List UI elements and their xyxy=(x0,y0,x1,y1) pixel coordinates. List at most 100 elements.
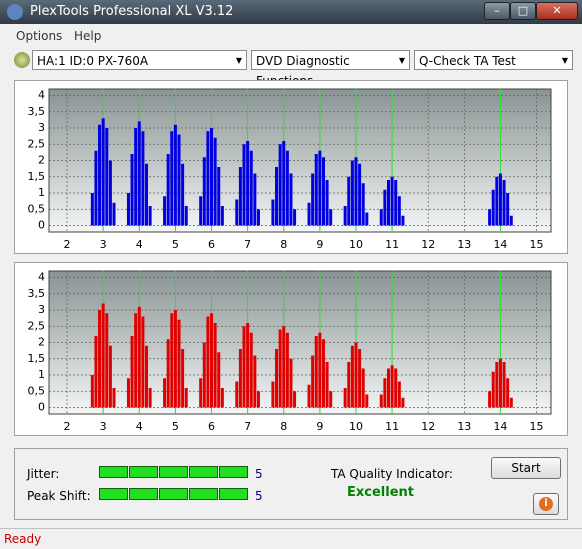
test-select[interactable]: Q-Check TA Test xyxy=(414,50,573,71)
y-tick-label: 0,5 xyxy=(28,202,46,215)
bar xyxy=(199,196,203,226)
bar xyxy=(386,368,390,408)
bar xyxy=(365,394,369,408)
jitter-value: 5 xyxy=(255,467,263,481)
bar xyxy=(502,362,506,408)
bar xyxy=(275,167,279,226)
bar xyxy=(163,378,167,408)
bar xyxy=(137,121,141,226)
bar xyxy=(282,141,286,226)
bar xyxy=(94,150,98,226)
y-tick-label: 2 xyxy=(38,336,45,349)
x-tick-label: 12 xyxy=(421,238,435,251)
bar xyxy=(488,209,492,226)
bar xyxy=(148,388,152,408)
info-button[interactable]: i xyxy=(533,493,559,515)
chart: 0 0,5 1 1,5 2 2,5 3 3,5 4 2 3 4 5 6 7 8 9 10 11 12 13 14 15 xyxy=(28,88,552,251)
bar xyxy=(246,323,250,408)
bar xyxy=(126,378,130,408)
minimize-button[interactable]: – xyxy=(484,2,510,20)
bar xyxy=(350,160,354,226)
bar xyxy=(318,150,322,226)
status-text: Ready xyxy=(4,532,42,546)
bar xyxy=(347,176,351,226)
y-tick-label: 0 xyxy=(38,219,45,232)
bar xyxy=(170,313,174,408)
plot-area xyxy=(48,88,552,233)
bar xyxy=(347,362,351,408)
x-tick-label: 7 xyxy=(244,420,251,433)
bar xyxy=(275,349,279,408)
window-title: PlexTools Professional XL V3.12 xyxy=(30,4,234,19)
bar xyxy=(105,128,109,226)
bar xyxy=(137,306,141,408)
chart: 0 0,5 1 1,5 2 2,5 3 3,5 4 2 3 4 5 6 7 8 9 10 11 12 13 14 15 xyxy=(28,270,552,433)
jitter-meter xyxy=(99,466,249,478)
bar xyxy=(145,163,149,226)
drive-select[interactable]: HA:1 ID:0 PX-760A xyxy=(32,50,247,71)
start-button[interactable]: Start xyxy=(491,457,561,479)
meter-segment xyxy=(99,488,128,500)
bar xyxy=(130,154,134,226)
bar xyxy=(506,378,510,408)
menu-item[interactable]: Help xyxy=(74,29,102,43)
x-tick-label: 11 xyxy=(385,238,399,251)
bar xyxy=(242,326,246,408)
bar xyxy=(202,157,206,226)
bar xyxy=(210,313,214,408)
close-button[interactable]: ✕ xyxy=(536,2,578,20)
bar xyxy=(325,180,329,226)
bar xyxy=(502,180,506,226)
bar xyxy=(141,131,145,226)
x-tick-label: 2 xyxy=(64,238,71,251)
bar xyxy=(108,345,112,408)
quality-value: Excellent xyxy=(347,485,414,500)
bar xyxy=(314,154,318,226)
bar xyxy=(311,173,315,226)
bar xyxy=(202,342,206,408)
bar xyxy=(379,394,383,408)
meter-segment xyxy=(129,488,158,500)
bar xyxy=(166,339,170,408)
bar xyxy=(289,358,293,408)
bar xyxy=(271,381,275,408)
bar xyxy=(173,124,177,226)
maximize-button[interactable]: □ xyxy=(510,2,536,20)
bar xyxy=(318,332,322,408)
menu-item[interactable]: Options xyxy=(16,29,63,43)
meter-segment xyxy=(189,466,218,478)
bar xyxy=(325,362,329,408)
x-tick-label: 9 xyxy=(316,420,323,433)
bar xyxy=(98,310,102,408)
chart-panel: 0 0,5 1 1,5 2 2,5 3 3,5 4 2 3 4 5 6 7 8 9 10 11 12 13 14 15 xyxy=(14,262,568,436)
bar xyxy=(285,332,289,408)
bar xyxy=(285,150,289,226)
x-tick-label: 6 xyxy=(208,420,215,433)
x-tick-label: 4 xyxy=(136,238,143,251)
y-tick-label: 4 xyxy=(38,271,45,284)
bar xyxy=(509,215,513,226)
bar xyxy=(386,180,390,226)
bar xyxy=(253,355,257,408)
bar xyxy=(343,206,347,226)
bar xyxy=(173,310,177,408)
bar xyxy=(166,154,170,226)
bar xyxy=(498,358,502,408)
x-tick-label: 15 xyxy=(530,238,544,251)
bar xyxy=(141,316,145,408)
x-tick-label: 14 xyxy=(493,238,507,251)
peak-shift-value: 5 xyxy=(255,489,263,503)
y-tick-label: 1 xyxy=(38,368,45,381)
bar xyxy=(238,167,242,226)
function-select[interactable]: DVD Diagnostic Functions xyxy=(251,50,410,88)
bar xyxy=(361,183,365,226)
jitter-label: Jitter: xyxy=(27,467,60,481)
meter-segment xyxy=(219,466,248,478)
bar xyxy=(134,128,138,226)
bar xyxy=(383,378,387,408)
bar xyxy=(394,368,398,408)
bar xyxy=(383,189,387,226)
bar xyxy=(329,391,333,408)
bar xyxy=(397,381,401,408)
